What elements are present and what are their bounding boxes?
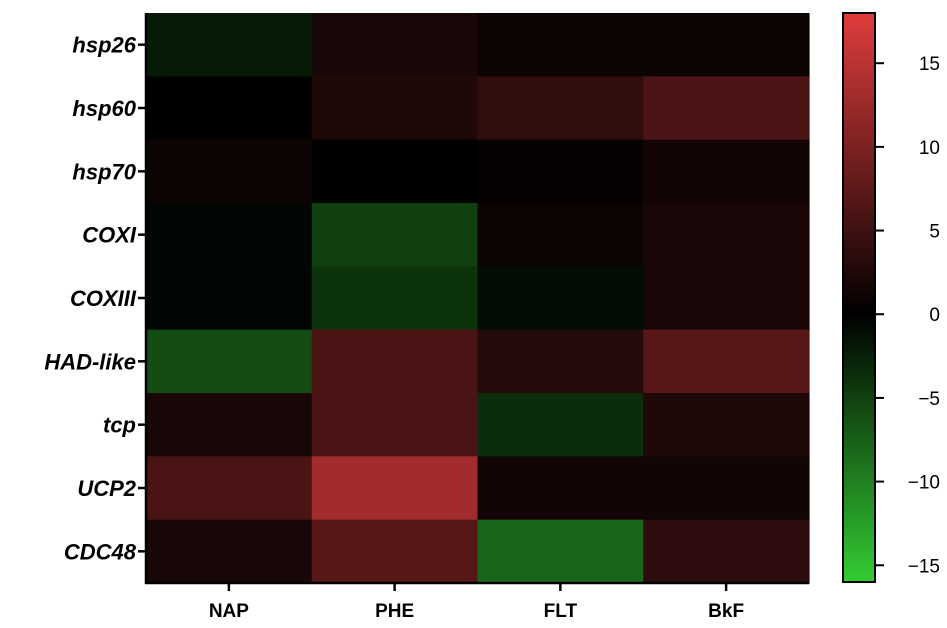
heatmap-cell-hsp70-bkf (643, 139, 810, 204)
column-label-bkf: BkF (708, 601, 744, 622)
heatmap-cell-had-like-phe (311, 329, 479, 394)
heatmap-cell-hsp26-phe (311, 13, 479, 77)
heatmap-cell-hsp60-bkf (643, 76, 810, 141)
colorbar-tick-label: 0 (929, 305, 940, 326)
heatmap-cell-had-like-bkf (643, 329, 810, 394)
column-label-phe: PHE (375, 601, 414, 622)
colorbar-tick-label: 15 (919, 54, 940, 75)
heatmap-cell-hsp60-nap (146, 76, 313, 141)
column-labels: NAP PHE FLT BkF (209, 601, 744, 622)
row-label-ucp2: UCP2 (77, 476, 136, 501)
row-label-hsp70: hsp70 (72, 159, 136, 184)
heatmap-cell-cdc48-flt (477, 519, 644, 584)
heatmap-cell-tcp-bkf (643, 393, 810, 457)
heatmap-cells (146, 13, 810, 584)
row-label-hsp26: hsp26 (72, 33, 136, 58)
heatmap-cell-tcp-flt (477, 393, 644, 457)
heatmap-cell-cdc48-phe (311, 519, 479, 584)
heatmap-cell-tcp-nap (146, 393, 313, 457)
heatmap-cell-coxi-bkf (643, 203, 810, 267)
row-label-cdc48: CDC48 (64, 539, 137, 564)
heatmap-cell-cdc48-bkf (643, 519, 810, 584)
colorbar-tick-label: 10 (919, 138, 940, 159)
colorbar-tick-label: 5 (929, 222, 940, 243)
heatmap-cell-coxiii-nap (146, 266, 313, 331)
colorbar: −15 −10 −5 0 5 10 15 (842, 12, 940, 583)
heatmap-cell-hsp70-flt (477, 139, 644, 204)
colorbar-gradient (842, 12, 876, 583)
heatmap-cell-ucp2-nap (146, 456, 313, 521)
heatmap-cell-hsp70-phe (311, 139, 479, 204)
row-label-had-like: HAD-like (44, 349, 136, 374)
colorbar-tick-label: −10 (908, 473, 940, 494)
heatmap-cell-coxi-flt (477, 203, 644, 267)
colorbar-tick-label: −15 (908, 556, 940, 577)
heatmap-cell-hsp70-nap (146, 139, 313, 204)
heatmap-cell-hsp26-nap (146, 13, 313, 77)
heatmap-cell-hsp60-flt (477, 76, 644, 141)
heatmap-cell-ucp2-phe (311, 456, 479, 521)
row-labels: hsp26 hsp60 hsp70 COXI COXIII HAD-like tcp UCP2… (44, 33, 137, 565)
heatmap-cell-hsp60-phe (311, 76, 479, 141)
column-label-flt: FLT (544, 601, 578, 622)
heatmap-cell-coxi-nap (146, 203, 313, 267)
heatmap-cell-cdc48-nap (146, 519, 313, 584)
heatmap-cell-coxi-phe (311, 203, 479, 267)
heatmap-cell-ucp2-bkf (643, 456, 810, 521)
heatmap-cell-ucp2-flt (477, 456, 644, 521)
colorbar-tick-label: −5 (918, 389, 940, 410)
heatmap-cell-hsp26-flt (477, 13, 644, 77)
column-label-nap: NAP (209, 601, 249, 622)
heatmap-cell-had-like-nap (146, 329, 313, 394)
heatmap-cell-hsp26-bkf (643, 13, 810, 77)
heatmap-axes (138, 13, 809, 591)
heatmap-cell-tcp-phe (311, 393, 479, 457)
row-label-coxi: COXI (82, 223, 137, 248)
row-label-hsp60: hsp60 (72, 96, 136, 121)
row-label-tcp: tcp (103, 413, 136, 438)
heatmap-cell-coxiii-bkf (643, 266, 810, 331)
heatmap-cell-coxiii-phe (311, 266, 479, 331)
heatmap-cell-coxiii-flt (477, 266, 644, 331)
row-label-coxiii: COXIII (70, 286, 137, 311)
heatmap-cell-had-like-flt (477, 329, 644, 394)
